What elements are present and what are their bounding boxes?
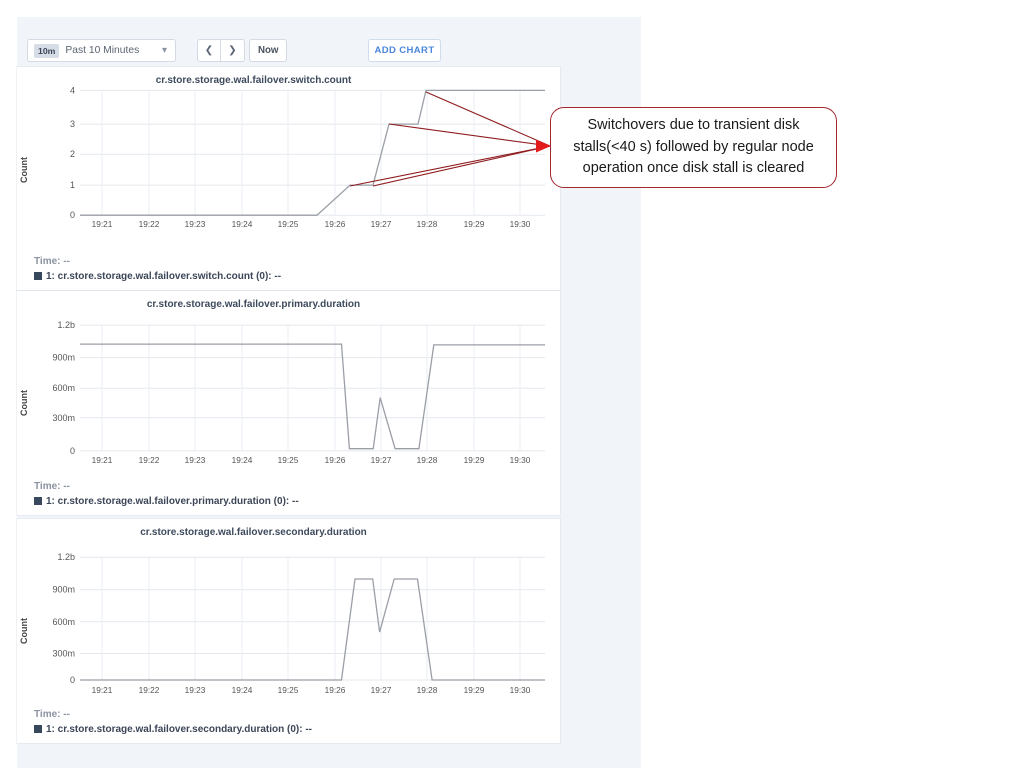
svg-text:0: 0 — [70, 675, 75, 685]
svg-text:300m: 300m — [52, 649, 75, 659]
svg-text:600m: 600m — [52, 383, 75, 393]
svg-text:19:23: 19:23 — [185, 455, 206, 465]
svg-text:19:30: 19:30 — [510, 219, 531, 229]
svg-text:0: 0 — [70, 210, 75, 220]
svg-text:19:23: 19:23 — [185, 219, 206, 229]
svg-text:19:29: 19:29 — [464, 219, 485, 229]
svg-text:19:21: 19:21 — [92, 219, 113, 229]
svg-text:19:30: 19:30 — [510, 455, 531, 465]
svg-text:Count: Count — [19, 618, 29, 644]
svg-text:19:26: 19:26 — [325, 455, 346, 465]
svg-text:2: 2 — [70, 149, 75, 159]
svg-text:19:28: 19:28 — [417, 219, 438, 229]
svg-text:19:25: 19:25 — [278, 219, 299, 229]
svg-text:19:24: 19:24 — [232, 455, 253, 465]
svg-text:1.2b: 1.2b — [57, 320, 75, 330]
svg-text:19:26: 19:26 — [325, 219, 346, 229]
svg-text:19:29: 19:29 — [464, 455, 485, 465]
svg-text:19:22: 19:22 — [139, 219, 160, 229]
svg-text:900m: 900m — [52, 353, 75, 363]
svg-text:4: 4 — [70, 85, 75, 95]
svg-text:19:24: 19:24 — [232, 685, 253, 695]
svg-text:Count: Count — [19, 390, 29, 416]
svg-text:19:28: 19:28 — [417, 455, 438, 465]
svg-text:19:27: 19:27 — [371, 685, 392, 695]
svg-text:1.2b: 1.2b — [57, 552, 75, 562]
svg-text:19:22: 19:22 — [139, 455, 160, 465]
svg-text:19:22: 19:22 — [139, 685, 160, 695]
svg-text:19:25: 19:25 — [278, 685, 299, 695]
svg-text:900m: 900m — [52, 585, 75, 595]
svg-text:19:25: 19:25 — [278, 455, 299, 465]
svg-text:19:26: 19:26 — [325, 685, 346, 695]
svg-text:19:21: 19:21 — [92, 685, 113, 695]
svg-text:19:27: 19:27 — [371, 219, 392, 229]
svg-text:300m: 300m — [52, 413, 75, 423]
svg-text:19:23: 19:23 — [185, 685, 206, 695]
svg-text:Count: Count — [19, 157, 29, 183]
svg-text:19:29: 19:29 — [464, 685, 485, 695]
svg-text:3: 3 — [70, 119, 75, 129]
svg-text:600m: 600m — [52, 617, 75, 627]
svg-text:19:21: 19:21 — [92, 455, 113, 465]
svg-text:19:27: 19:27 — [371, 455, 392, 465]
svg-text:19:24: 19:24 — [232, 219, 253, 229]
svg-text:19:28: 19:28 — [417, 685, 438, 695]
svg-text:0: 0 — [70, 446, 75, 456]
svg-text:1: 1 — [70, 180, 75, 190]
svg-text:19:30: 19:30 — [510, 685, 531, 695]
